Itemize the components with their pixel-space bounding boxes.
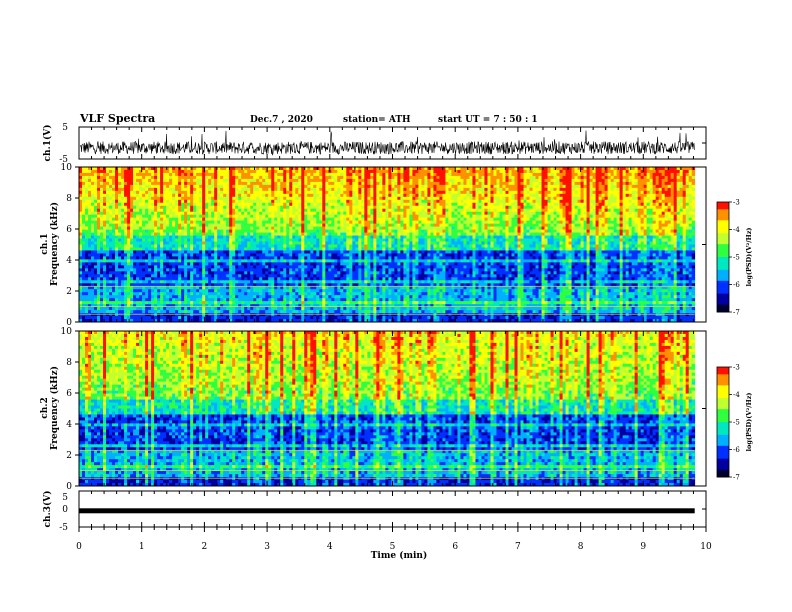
ch2-colorbar: -3 -4 -5 -6 -7 log(PSD)(V²/Hz) xyxy=(717,364,753,482)
ch2-ytick-8: 8 xyxy=(66,358,72,368)
time-axis-label: Time (min) xyxy=(371,550,428,561)
ch3-ytick-top: 5 xyxy=(62,493,68,503)
ch1-ytick-2: 2 xyxy=(66,287,72,297)
ch2-spectrogram-panel: 0 2 4 6 8 10 ch.2 Frequency (kHz) xyxy=(40,327,706,492)
ch3-ytick-bottom: -5 xyxy=(59,523,68,533)
start-time-label: start UT = 7 : 50 : 1 xyxy=(438,115,538,125)
ch2-ytick-10: 10 xyxy=(61,327,73,337)
time-tick-3: 3 xyxy=(264,542,270,552)
ch2-spectrogram-image xyxy=(79,331,706,486)
ch1-colorbar: -3 -4 -5 -6 -7 log(PSD)(V²/Hz) xyxy=(717,199,753,317)
ch1-waveform-ylabel: ch.1(V) xyxy=(42,125,53,162)
ch1-spectrogram-image xyxy=(79,167,706,322)
time-tick-6: 6 xyxy=(452,542,458,552)
ch1-ytick-10: 10 xyxy=(61,163,73,173)
colorbar-tick--7: -7 xyxy=(733,474,740,482)
ch2-ylabel-frequency: Frequency (kHz) xyxy=(49,366,60,450)
ch2-ytick-4: 4 xyxy=(66,420,72,430)
ch2-ytick-0: 0 xyxy=(66,482,72,492)
ch1-ytick-6: 6 xyxy=(66,225,72,235)
colorbar-tick--5: -5 xyxy=(733,419,740,427)
ch3-ytick-mid: 0 xyxy=(62,505,68,515)
time-tick-8: 8 xyxy=(578,542,584,552)
time-tick-0: 0 xyxy=(76,542,82,552)
colorbar-tick--3: -3 xyxy=(733,364,740,372)
colorbar-tick--6: -6 xyxy=(733,281,740,289)
time-tick-4: 4 xyxy=(327,542,333,552)
colorbar-tick--3: -3 xyxy=(733,199,740,207)
ch2-ytick-6: 6 xyxy=(66,389,72,399)
time-tick-10: 10 xyxy=(700,542,712,552)
ch1-ylabel-frequency: Frequency (kHz) xyxy=(49,202,60,286)
figure-title: VLF Spectra xyxy=(79,112,155,125)
date-label: Dec.7 , 2020 xyxy=(250,115,313,125)
time-tick-2: 2 xyxy=(202,542,208,552)
time-tick-7: 7 xyxy=(515,542,521,552)
ch3-waveform-line xyxy=(79,508,695,513)
colorbar-tick--6: -6 xyxy=(733,446,740,454)
ch2-ytick-2: 2 xyxy=(66,451,72,461)
ch1-waveform-line xyxy=(80,131,695,156)
time-tick-9: 9 xyxy=(640,542,646,552)
colorbar-label: log(PSD)(V²/Hz) xyxy=(745,228,753,287)
colorbar-label: log(PSD)(V²/Hz) xyxy=(745,393,753,452)
ch1-ylabel-channel: ch.1 xyxy=(40,233,50,254)
ch1-ytick-8: 8 xyxy=(66,194,72,204)
colorbar-tick--5: -5 xyxy=(733,254,740,262)
ch1-ytick-top: 5 xyxy=(62,123,68,133)
ch2-ylabel-channel: ch.2 xyxy=(40,397,50,418)
ch3-waveform-ylabel: ch.3(V) xyxy=(42,491,53,528)
ch1-ytick-4: 4 xyxy=(66,256,72,266)
time-tick-1: 1 xyxy=(139,542,145,552)
colorbar-tick--4: -4 xyxy=(733,391,740,399)
colorbar-tick--4: -4 xyxy=(733,226,740,234)
station-label: station= ATH xyxy=(343,115,411,125)
colorbar-tick--7: -7 xyxy=(733,309,740,317)
